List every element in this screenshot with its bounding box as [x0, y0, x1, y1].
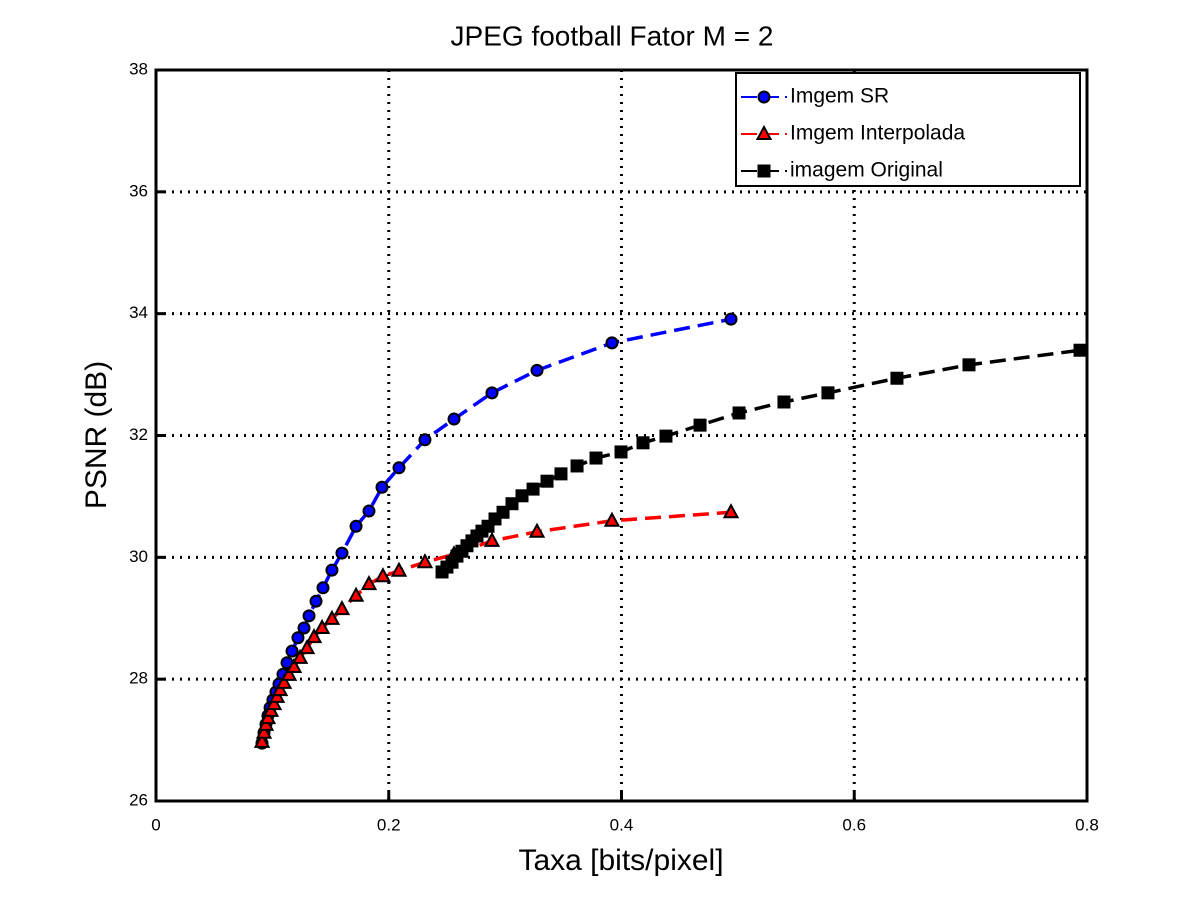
marker — [530, 363, 544, 377]
plot-frame — [154, 68, 1089, 803]
marker — [362, 504, 376, 518]
marker — [528, 522, 546, 538]
marker — [360, 575, 378, 591]
marker — [724, 312, 738, 326]
marker — [374, 567, 392, 583]
x-tick-label: 0.4 — [610, 815, 634, 834]
marker — [259, 709, 277, 725]
marker — [693, 418, 707, 432]
marker — [418, 433, 432, 447]
y-tick-label: 26 — [129, 790, 148, 809]
marker — [614, 445, 628, 459]
marker — [447, 412, 461, 426]
marker — [515, 489, 529, 503]
marker — [732, 406, 746, 420]
marker — [375, 480, 389, 494]
marker — [285, 657, 303, 673]
marker — [255, 723, 273, 739]
marker — [526, 482, 540, 496]
marker — [636, 436, 650, 450]
marker — [392, 461, 406, 475]
marker — [570, 459, 584, 473]
marker — [302, 609, 316, 623]
marker — [291, 631, 305, 645]
marker — [349, 519, 363, 533]
marker — [325, 563, 339, 577]
marker — [890, 371, 904, 385]
marker — [265, 695, 283, 711]
marker — [390, 561, 408, 577]
marker — [298, 638, 316, 655]
legend-box — [735, 72, 1081, 187]
y-tick-label: 32 — [129, 425, 148, 444]
marker — [335, 546, 349, 560]
x-tick-label: 0 — [151, 815, 160, 834]
marker — [496, 505, 510, 519]
legend-label: imagem Original — [790, 159, 943, 182]
marker — [275, 673, 293, 689]
marker — [757, 164, 771, 178]
marker — [554, 467, 568, 481]
marker — [962, 358, 976, 372]
x-tick-label: 0.6 — [842, 815, 866, 834]
marker — [323, 609, 341, 625]
marker — [505, 497, 519, 511]
marker — [333, 600, 351, 616]
marker — [605, 336, 619, 350]
marker — [271, 681, 289, 697]
marker — [485, 386, 499, 400]
series-line — [260, 317, 732, 744]
marker — [821, 386, 835, 400]
marker — [416, 553, 434, 569]
marker — [488, 512, 502, 526]
y-tick-label: 36 — [129, 181, 148, 200]
x-tick-label: 0.8 — [1075, 815, 1099, 834]
y-tick-label: 28 — [129, 669, 148, 688]
y-tick-label: 38 — [129, 59, 148, 78]
marker — [347, 586, 365, 602]
marker — [1073, 343, 1087, 357]
marker — [316, 581, 330, 595]
x-axis-label: Taxa [bits/pixel] — [518, 844, 723, 877]
marker — [540, 474, 554, 488]
marker — [291, 648, 309, 664]
marker — [313, 618, 331, 634]
marker — [659, 429, 673, 443]
marker — [589, 451, 603, 465]
marker — [757, 90, 771, 104]
y-tick-label: 30 — [129, 547, 148, 566]
marker — [483, 531, 501, 547]
legend-label: Imgem Interpolada — [790, 122, 965, 145]
x-tick-label: 0.2 — [377, 815, 401, 834]
marker — [280, 665, 298, 681]
marker — [722, 503, 740, 519]
marker — [309, 594, 323, 608]
y-tick-label: 34 — [129, 303, 148, 322]
marker — [305, 628, 323, 644]
marker — [285, 644, 299, 658]
marker — [603, 511, 621, 527]
marker — [777, 395, 791, 409]
marker — [755, 124, 773, 140]
marker — [481, 519, 495, 533]
marker — [253, 732, 271, 748]
chart-title: JPEG football Fator M = 2 — [451, 20, 774, 51]
legend-label: Imgem SR — [790, 85, 889, 108]
y-axis-label: PSNR (dB) — [80, 361, 113, 509]
marker — [297, 621, 311, 635]
